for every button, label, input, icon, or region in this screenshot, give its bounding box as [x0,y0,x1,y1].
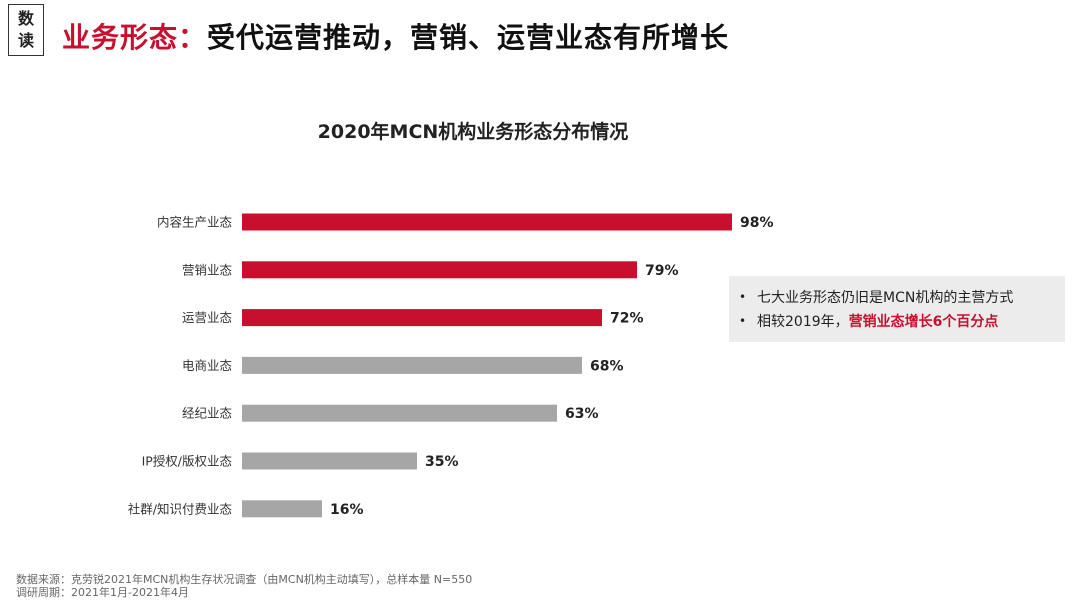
headline-main: 受代运营推动，营销、运营业态有所增长 [207,21,730,54]
bar [242,452,417,470]
value-label: 35% [425,454,459,470]
section-tag-line2: 读 [17,31,34,50]
chart-title: 2020年MCN机构业务形态分布情况 [317,121,629,143]
category-label: 运营业态 [182,310,232,325]
category-label: IP授权/版权业态 [142,454,232,469]
bar [242,500,322,518]
bullet-dot-icon: • [739,314,747,328]
bar [242,404,557,422]
category-label: 电商业态 [182,358,232,373]
category-label: 经纪业态 [182,406,232,421]
value-label: 98% [740,215,774,231]
insight-bullet-1: • 七大业务形态仍旧是MCN机构的主营方式 [739,285,1065,309]
section-tag: 数 读 [8,4,44,56]
bullet-dot-icon: • [739,290,747,304]
value-label: 63% [565,406,599,422]
source-note: 数据来源：克劳锐2021年MCN机构生存状况调查（由MCN机构主动填写），总样本… [16,573,472,599]
bar-chart: 内容生产业态 98% 营销业态 79% 运营业态 72% 电商业态 68% 经纪业态 63% IP授… [128,213,774,518]
bar [242,356,582,374]
value-label: 68% [590,358,624,374]
page-headline: 业务形态：受代运营推动，营销、运营业态有所增长 [62,16,729,56]
bar [242,309,602,327]
survey-period-line: 调研周期：2021年1月-2021年4月 [16,586,189,599]
value-label: 79% [645,263,679,279]
category-label: 营销业态 [182,262,232,277]
headline-prefix: 业务形态： [62,21,208,54]
source-line: 数据来源：克劳锐2021年MCN机构生存状况调查（由MCN机构主动填写），总样本… [16,573,473,586]
category-label: 内容生产业态 [157,215,232,230]
value-label: 16% [330,502,364,518]
insight-text-1: 七大业务形态仍旧是MCN机构的主营方式 [757,290,1014,306]
category-label: 社群/知识付费业态 [128,501,232,516]
bar [242,261,637,279]
value-label: 72% [610,311,644,327]
insight-text-2-prefix: 相较2019年， [757,314,849,330]
insight-text-2-highlight: 营销业态增长6个百分点 [848,314,999,330]
insight-bullet-2: • 相较2019年， 营销业态增长6个百分点 [739,309,1065,333]
bar [242,213,732,231]
section-tag-line1: 数 [17,9,34,28]
insight-box: • 七大业务形态仍旧是MCN机构的主营方式 • 相较2019年， 营销业态增长6个… [729,276,1065,342]
